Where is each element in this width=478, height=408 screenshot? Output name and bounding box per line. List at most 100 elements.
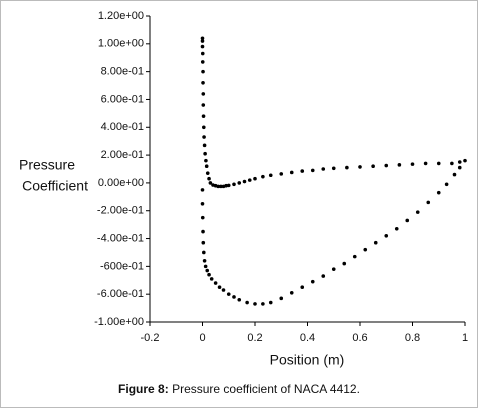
data-point — [201, 114, 206, 118]
data-point — [205, 268, 210, 273]
data-point — [209, 277, 214, 281]
data-point — [204, 164, 209, 169]
data-point — [253, 176, 257, 181]
data-point — [452, 172, 457, 177]
data-point — [457, 160, 462, 164]
data-point — [331, 267, 336, 271]
caption: Figure 8: Pressure coefficient of NACA 4… — [118, 382, 360, 396]
data-point — [342, 261, 347, 266]
data-point — [202, 259, 207, 263]
y-tick-label: -6.00e-01 — [97, 288, 144, 300]
figure-label: Figure 8: — [118, 382, 169, 396]
data-point — [289, 290, 294, 295]
x-tick-label: 0.4 — [300, 332, 315, 344]
x-tick-label: 1 — [462, 332, 468, 344]
data-point — [200, 51, 205, 56]
x-axis-title: Position (m) — [270, 352, 345, 368]
y-tick-label: -600e-01 — [100, 260, 144, 272]
x-tick-label: 0.8 — [405, 332, 420, 344]
data-point — [268, 300, 273, 305]
data-point — [261, 174, 265, 179]
data-point — [394, 227, 399, 231]
data-point — [245, 300, 249, 305]
data-point — [200, 36, 205, 41]
data-point — [224, 183, 228, 188]
data-point — [201, 103, 206, 107]
data-point — [279, 296, 284, 301]
data-point — [202, 135, 206, 139]
data-point — [202, 250, 206, 255]
data-point — [300, 285, 305, 290]
data-point — [289, 170, 294, 175]
data-point — [232, 295, 236, 299]
data-point — [216, 184, 221, 189]
data-point — [201, 69, 205, 74]
data-point — [371, 164, 375, 169]
data-point — [358, 165, 362, 169]
data-point — [226, 292, 231, 296]
x-tick-label: 0.2 — [247, 332, 262, 344]
data-point — [208, 181, 213, 185]
data-point — [463, 158, 467, 163]
y-tick-label: 6.00e-01 — [101, 93, 144, 105]
data-point — [232, 182, 236, 187]
data-point — [423, 161, 428, 166]
data-point — [226, 183, 231, 188]
data-point — [457, 165, 462, 170]
data-point — [310, 279, 315, 284]
data-point — [201, 229, 205, 234]
data-point — [436, 161, 441, 166]
data-point — [310, 168, 315, 173]
data-point — [410, 162, 415, 166]
data-point — [200, 60, 205, 64]
data-point — [202, 143, 207, 148]
y-tick-label: -4.00e-01 — [97, 232, 144, 244]
x-tick-label: 0.6 — [352, 332, 367, 344]
data-point — [201, 80, 205, 85]
data-point — [200, 201, 205, 206]
y-axis-title: Pressure — [19, 157, 75, 173]
data-point — [384, 233, 389, 238]
y-tick-label: 1.20e+00 — [98, 10, 144, 22]
data-point — [384, 163, 389, 168]
y-tick-label: -2.00e-01 — [97, 205, 144, 217]
data-point — [217, 285, 222, 290]
data-point — [221, 288, 226, 292]
data-point — [261, 302, 265, 306]
data-point — [237, 297, 242, 302]
data-point — [279, 172, 284, 176]
data-point — [268, 173, 273, 178]
data-point — [203, 151, 207, 156]
data-point — [203, 264, 208, 269]
y-tick-label: 1.00e+00 — [98, 38, 144, 50]
data-point — [242, 179, 247, 184]
data-point — [415, 210, 420, 214]
data-point — [207, 176, 211, 181]
data-point — [201, 92, 206, 96]
data-point — [426, 200, 431, 205]
data-point — [205, 171, 210, 175]
data-point — [200, 215, 205, 220]
data-point — [345, 165, 349, 170]
data-point — [207, 272, 211, 277]
x-tick-label: -0.2 — [141, 332, 160, 344]
data-point — [444, 182, 449, 187]
data-point — [247, 178, 252, 182]
x-tick-label: 0 — [199, 332, 205, 344]
data-point — [213, 281, 218, 285]
data-point — [321, 274, 326, 278]
data-point — [200, 44, 205, 49]
y-tick-label: 2.00e-01 — [101, 149, 144, 161]
data-point — [204, 158, 208, 163]
data-point — [202, 125, 206, 130]
y-tick-label: 0.00e+00 — [98, 177, 144, 189]
y-tick-label: 4.00e-01 — [101, 121, 144, 133]
data-point — [200, 188, 205, 192]
data-point — [253, 302, 257, 306]
y-axis-title: Coefficient — [22, 178, 88, 194]
caption-text: Pressure coefficient of NACA 4412. — [172, 382, 360, 396]
y-tick-label: 8.00e-01 — [101, 66, 144, 78]
data-point — [200, 39, 205, 43]
